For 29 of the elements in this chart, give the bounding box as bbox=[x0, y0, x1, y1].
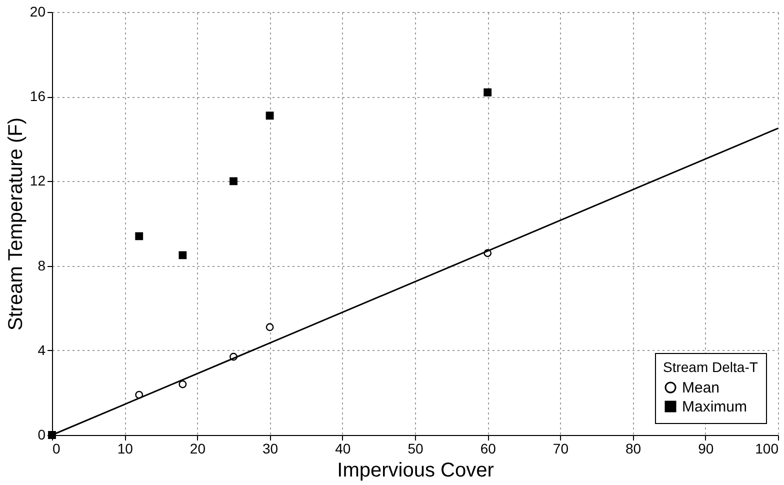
legend-label: Mean bbox=[682, 380, 720, 396]
x-tick-label: 30 bbox=[262, 440, 278, 456]
y-tick-label: 16 bbox=[30, 88, 46, 104]
point bbox=[135, 232, 144, 240]
x-tick-label: 80 bbox=[626, 440, 642, 456]
y-axis-title: Stream Temperature (F) bbox=[4, 117, 27, 331]
y-tick-label: 8 bbox=[38, 257, 46, 274]
x-tick-label: 20 bbox=[190, 440, 206, 456]
x-tick-label: 100 bbox=[755, 440, 779, 456]
x-tick-label: 40 bbox=[335, 440, 351, 456]
y-tick-label: 0 bbox=[38, 426, 46, 442]
point bbox=[178, 251, 187, 260]
x-tick-label: 90 bbox=[698, 440, 714, 456]
x-tick-label: 50 bbox=[408, 440, 424, 456]
point bbox=[484, 88, 492, 96]
x-tick-label: 10 bbox=[117, 440, 134, 456]
point bbox=[178, 380, 187, 388]
x-tick-label: 60 bbox=[480, 440, 496, 456]
y-tick-label: 12 bbox=[30, 172, 46, 189]
point bbox=[266, 112, 274, 120]
x-tick-label: 0 bbox=[52, 440, 60, 456]
x-axis-title: Impervious Cover bbox=[337, 460, 494, 482]
y-tick-label: 20 bbox=[30, 4, 46, 20]
point bbox=[230, 177, 238, 186]
x-tick-label: 70 bbox=[552, 440, 569, 456]
point bbox=[266, 323, 274, 332]
legend-label: Maximum bbox=[682, 398, 748, 416]
y-tick-label: 4 bbox=[38, 342, 46, 358]
legend-title: Stream Delta-T bbox=[663, 359, 758, 375]
